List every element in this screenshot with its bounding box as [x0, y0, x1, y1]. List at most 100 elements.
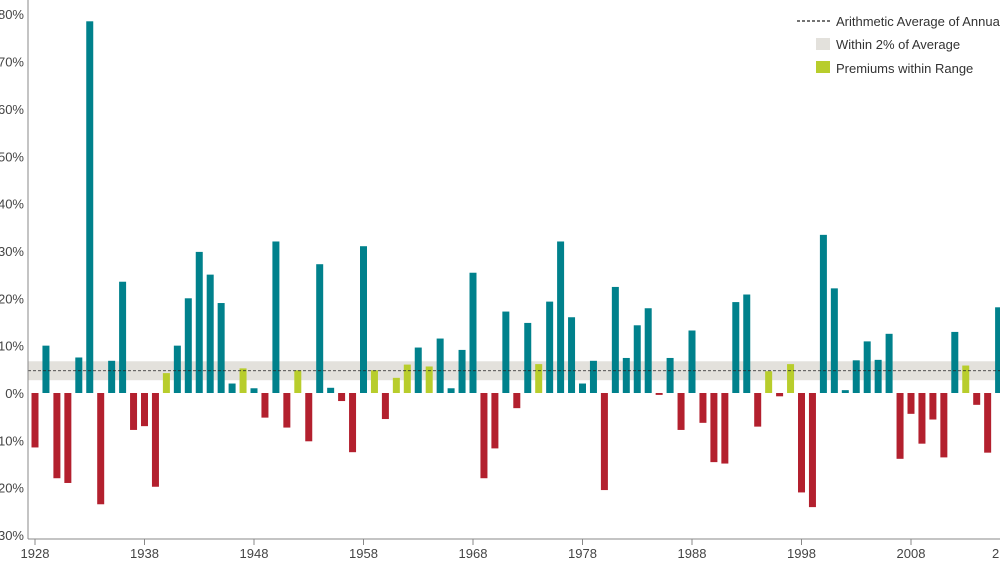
y-tick-label: 70% [0, 55, 24, 70]
bar-2000 [819, 234, 827, 393]
bar-1995 [765, 371, 773, 393]
bar-2002 [841, 390, 849, 393]
legend-band-label: Within 2% of Average [836, 37, 960, 52]
bar-1955 [327, 387, 335, 393]
bar-1928 [31, 393, 39, 448]
y-tick-label: 50% [0, 149, 24, 164]
bar-1994 [754, 393, 762, 427]
bar-2004 [863, 341, 871, 393]
bar-1948 [250, 388, 258, 393]
bar-2012 [951, 331, 959, 393]
bar-1933 [86, 21, 94, 394]
bar-2010 [929, 393, 937, 420]
x-tick-label: 1978 [568, 546, 597, 561]
bar-1938 [141, 393, 148, 427]
legend-in-range-swatch [816, 61, 830, 73]
bar-1968 [469, 272, 477, 393]
bar-1998 [798, 393, 805, 493]
bar-1987 [677, 393, 685, 430]
legend-average-label: Arithmetic Average of Annual F [836, 14, 1000, 29]
bar-1965 [436, 338, 444, 393]
y-tick-label: -30% [0, 528, 24, 543]
bar-1986 [666, 357, 674, 393]
bar-2003 [852, 360, 860, 393]
bar-2013 [962, 365, 970, 393]
bar-2016 [995, 307, 1000, 393]
bar-1964 [425, 366, 433, 393]
bar-1951 [283, 393, 291, 428]
bar-1945 [217, 303, 225, 393]
bar-1937 [130, 393, 138, 430]
x-tick-label: 1928 [21, 546, 50, 561]
bar-1952 [294, 370, 302, 393]
bar-2009 [918, 393, 926, 444]
y-tick-label: -10% [0, 433, 24, 448]
bar-1931 [64, 393, 72, 483]
bar-1959 [370, 370, 378, 393]
x-tick-label: 1948 [240, 546, 269, 561]
y-tick-label: 30% [0, 244, 24, 259]
bar-1953 [305, 393, 313, 442]
bar-1946 [228, 383, 236, 393]
bar-2005 [874, 359, 882, 393]
bar-1997 [787, 364, 795, 393]
bar-1990 [710, 393, 718, 463]
x-tick-label: 1988 [678, 546, 707, 561]
y-tick-label: 60% [0, 102, 24, 117]
bar-1999 [808, 393, 816, 508]
bar-1972 [513, 393, 521, 409]
bar-1934 [97, 393, 105, 505]
bar-1969 [480, 393, 488, 479]
y-tick-label: -20% [0, 481, 24, 496]
bar-1988 [688, 330, 696, 393]
bar-2008 [907, 393, 915, 414]
x-tick-label: 2008 [897, 546, 926, 561]
bar-1963 [414, 347, 422, 393]
bar-1930 [53, 393, 61, 479]
bar-2001 [830, 288, 838, 393]
y-tick-label: 40% [0, 197, 24, 212]
bar-1973 [524, 322, 532, 393]
bar-1978 [579, 383, 586, 393]
bar-1956 [338, 393, 346, 402]
bar-1949 [261, 393, 269, 418]
bar-1950 [272, 241, 280, 393]
legend-in-range-label: Premiums within Range [836, 61, 973, 76]
bar-1993 [743, 294, 751, 393]
legend-band-swatch [816, 38, 830, 50]
x-tick-label: 2 [992, 546, 999, 561]
bar-1960 [381, 393, 389, 420]
bar-1939 [151, 393, 159, 487]
bar-2011 [940, 393, 948, 458]
bar-1940 [162, 373, 170, 393]
bar-1961 [392, 377, 400, 393]
bar-1985 [655, 393, 663, 395]
bar-1962 [403, 364, 411, 393]
bar-1947 [239, 368, 247, 393]
bar-1958 [360, 246, 367, 393]
bar-2014 [973, 393, 981, 405]
bar-2015 [984, 393, 992, 453]
y-tick-label: 80% [0, 7, 24, 22]
bar-1991 [721, 393, 729, 464]
bar-1935 [108, 360, 116, 393]
bar-1971 [502, 311, 510, 393]
bar-1957 [349, 393, 357, 453]
y-tick-label: 20% [0, 291, 24, 306]
bar-1983 [633, 325, 641, 393]
bar-1996 [776, 393, 784, 397]
bar-1970 [491, 393, 499, 449]
bar-2006 [885, 333, 893, 393]
bar-1984 [644, 308, 652, 393]
x-tick-label: 1998 [787, 546, 816, 561]
bar-1979 [589, 360, 597, 393]
bar-1942 [184, 298, 192, 393]
bar-1981 [611, 286, 619, 393]
bars-layer [31, 21, 1000, 508]
bar-1976 [557, 241, 565, 393]
bar-2007 [896, 393, 904, 459]
bar-1967 [458, 349, 466, 393]
x-tick-label: 1938 [130, 546, 159, 561]
bar-1941 [173, 345, 181, 393]
